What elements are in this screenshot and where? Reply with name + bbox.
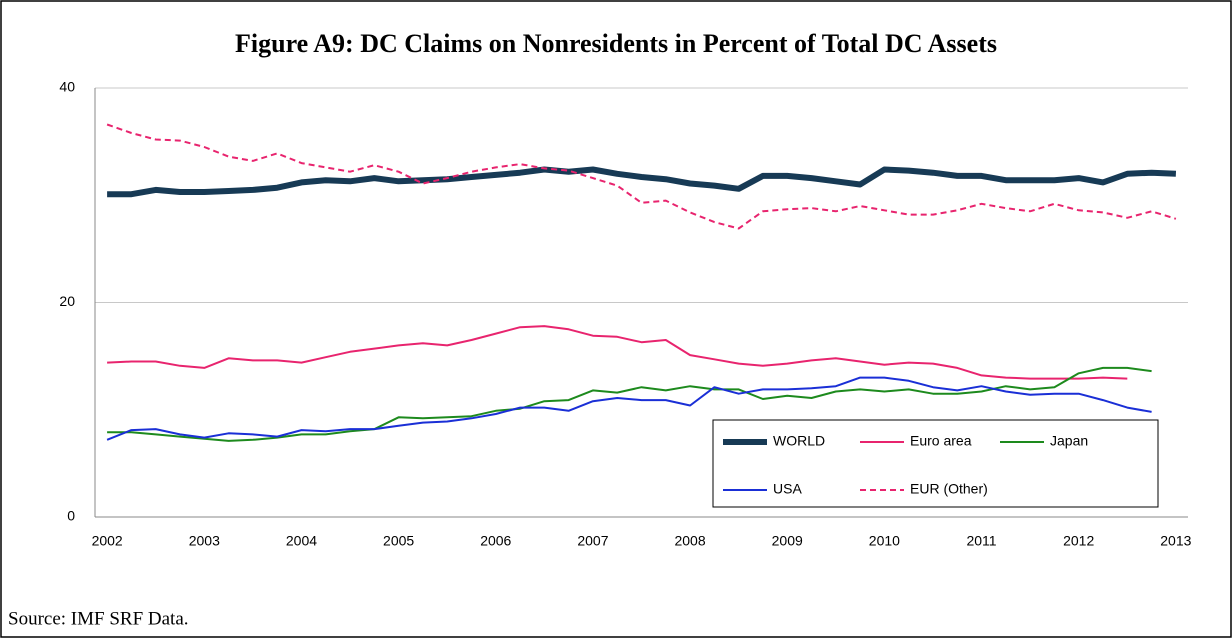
x-tick-label: 2003: [189, 533, 220, 549]
y-tick-label: 0: [67, 508, 75, 524]
x-tick-label: 2013: [1160, 533, 1191, 549]
series-line: [107, 366, 1152, 442]
x-tick-label: 2006: [480, 533, 511, 549]
series-line: [106, 376, 1152, 441]
y-tick-label: 20: [59, 293, 75, 309]
chart-title: Figure A9: DC Claims on Nonresidents in …: [235, 29, 997, 58]
x-tick-label: 2002: [92, 533, 123, 549]
x-tick-label: 2007: [577, 533, 608, 549]
x-tick-label: 2004: [286, 533, 317, 549]
legend-label: WORLD: [773, 433, 825, 449]
x-tick-label: 2009: [772, 533, 803, 549]
legend-label: EUR (Other): [910, 481, 988, 497]
x-tick-label: 2010: [869, 533, 900, 549]
x-tick-label: 2011: [966, 533, 996, 549]
x-tick-label: 2012: [1063, 533, 1094, 549]
series-line: [107, 166, 1177, 198]
x-tick-label: 2005: [383, 533, 414, 549]
legend-label: Japan: [1050, 433, 1088, 449]
series-line: [106, 123, 1177, 230]
legend-label: USA: [773, 481, 802, 497]
y-tick-label: 40: [59, 79, 75, 95]
series-line: [107, 325, 1128, 380]
legend-box: [712, 419, 1159, 508]
x-tick-label: 2008: [674, 533, 705, 549]
legend-label: Euro area: [910, 433, 972, 449]
source-note: Source: IMF SRF Data.: [8, 608, 189, 629]
